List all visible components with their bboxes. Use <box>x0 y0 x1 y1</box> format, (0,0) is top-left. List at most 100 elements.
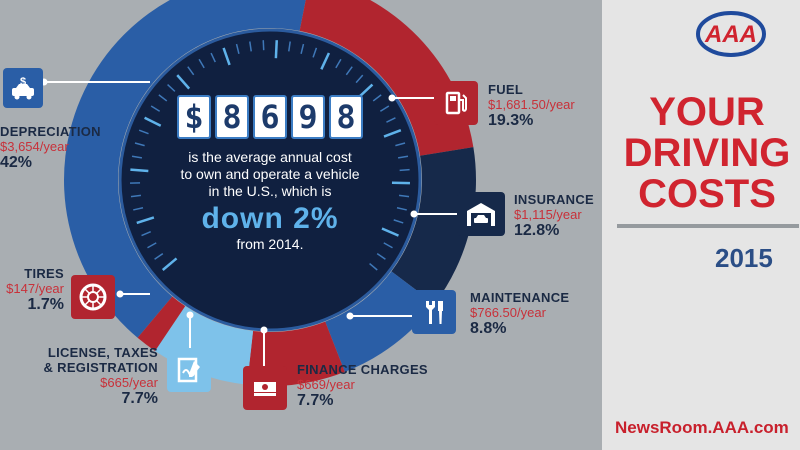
insurance-icon-box <box>457 192 505 236</box>
maintenance-label: MAINTENANCE $766.50/year 8.8% <box>470 290 569 338</box>
gauge-ticks <box>130 40 410 271</box>
category-percent: 8.8% <box>470 320 507 337</box>
connector-dot <box>346 312 354 320</box>
fuel-icon-box <box>434 81 478 125</box>
infographic-panel: $ 8 6 9 8 is the average annual cost to … <box>0 0 594 410</box>
website-link[interactable]: NewsRoom.AAA.com <box>615 418 789 437</box>
category-percent: 7.7% <box>121 390 158 407</box>
gauge-tick <box>158 94 168 102</box>
summary-line: from 2014. <box>236 236 304 252</box>
gauge-tick <box>312 47 318 58</box>
maintenance-segment <box>325 271 435 372</box>
gauge-tick <box>147 242 157 249</box>
gauge-tick <box>345 66 353 76</box>
gauge-tick <box>335 58 342 69</box>
gauge-tick <box>300 43 305 54</box>
money-stack-icon <box>254 382 276 396</box>
gauge-tick <box>383 242 393 249</box>
tire-icon <box>79 283 107 311</box>
gauge-tick <box>187 66 195 76</box>
gauge-tick <box>130 168 149 173</box>
gauge-tick <box>398 194 410 198</box>
connector-dot <box>260 326 268 334</box>
gas-pump-icon <box>445 91 467 115</box>
gauge-tick <box>210 52 216 63</box>
gauge-tick <box>144 116 162 127</box>
gauge-tick <box>130 194 142 198</box>
gauge-tick <box>383 129 402 138</box>
gauge-tick <box>222 47 231 66</box>
gauge-tick <box>369 262 378 271</box>
finance-icon-box <box>243 366 287 410</box>
gauge-tick <box>154 252 164 260</box>
finance-label: FINANCE CHARGES $669/year 7.7% <box>297 362 428 410</box>
gauge-tick <box>381 227 399 237</box>
gauge-tick <box>395 142 406 147</box>
gauge-tick <box>379 105 390 112</box>
category-cost: $1,115/year <box>514 207 582 222</box>
summary-description: is the average annual cost to own and op… <box>150 149 390 200</box>
gauge-tick <box>358 83 374 98</box>
gauge-tick <box>355 74 364 84</box>
counter-digit: $ <box>177 95 211 139</box>
category-percent: 42% <box>0 154 33 171</box>
gauge-tick <box>397 155 409 159</box>
gauge-tick <box>376 252 386 260</box>
category-cost: $669/year <box>297 377 355 392</box>
title-divider <box>617 224 799 228</box>
category-cost: $147/year <box>6 281 64 296</box>
category-name: LICENSE, TAXES <box>47 345 158 360</box>
wrench-screwdriver-icon <box>426 301 443 324</box>
title-line: YOUR <box>649 90 765 134</box>
license-label: LICENSE, TAXES & REGISTRATION $665/year … <box>38 345 158 408</box>
category-name: MAINTENANCE <box>470 290 570 305</box>
category-percent: 1.7% <box>27 296 64 313</box>
depreciation-segment <box>64 0 306 338</box>
infographic-title: YOUR DRIVING COSTS <box>612 92 800 215</box>
summary-line: to own and operate a vehicle <box>180 166 360 182</box>
category-percent: 7.7% <box>297 392 334 409</box>
gauge-tick <box>393 219 404 224</box>
garage-icon <box>467 203 495 226</box>
category-cost: $3,654/year <box>0 139 69 154</box>
document-pen-icon <box>177 357 200 383</box>
connector-dot <box>410 210 418 218</box>
tires-icon-box <box>71 275 115 319</box>
gauge-tick <box>150 105 161 112</box>
gauge-tick <box>288 41 291 52</box>
gauge-tick <box>141 230 151 237</box>
fuel-segment <box>299 0 474 156</box>
gauge-tick <box>138 129 149 135</box>
gauge-tick <box>167 84 176 92</box>
counter-digit: 9 <box>291 95 325 139</box>
category-cost: $766.50/year <box>470 305 546 320</box>
category-cost: $665/year <box>100 375 158 390</box>
gauge-tick <box>161 257 178 271</box>
svg-text:$: $ <box>20 76 26 88</box>
gauge-tick <box>131 155 143 159</box>
gauge-tick <box>136 216 155 225</box>
change-highlight: down 2% <box>201 202 339 235</box>
aaa-logo: AAA <box>696 11 766 57</box>
license-icon-box <box>167 348 211 392</box>
insurance-segment <box>391 147 476 304</box>
summary-line: in the U.S., which is <box>208 183 332 199</box>
connector-dot <box>186 311 194 319</box>
gauge-tick <box>133 207 144 211</box>
gauge-tick <box>249 41 252 52</box>
counter-digit: 8 <box>215 95 249 139</box>
gauge-tick <box>176 74 191 90</box>
maintenance-icon-box <box>412 290 456 334</box>
category-percent: 19.3% <box>488 112 534 129</box>
center-summary: $ 8 6 9 8 is the average annual cost to … <box>150 95 390 252</box>
category-name: DEPRECIATION <box>0 124 101 139</box>
category-name: FUEL <box>488 82 524 97</box>
cost-counter: $ 8 6 9 8 <box>150 95 390 139</box>
category-name: & REGISTRATION <box>43 360 158 375</box>
category-name: FINANCE CHARGES <box>297 362 428 377</box>
tires-segment <box>137 296 186 351</box>
gauge-tick <box>235 43 240 54</box>
tires-label: TIRES $147/year 1.7% <box>6 266 64 314</box>
fuel-label: FUEL $1,681.50/year 19.3% <box>488 82 575 130</box>
gauge-tick <box>399 168 410 172</box>
